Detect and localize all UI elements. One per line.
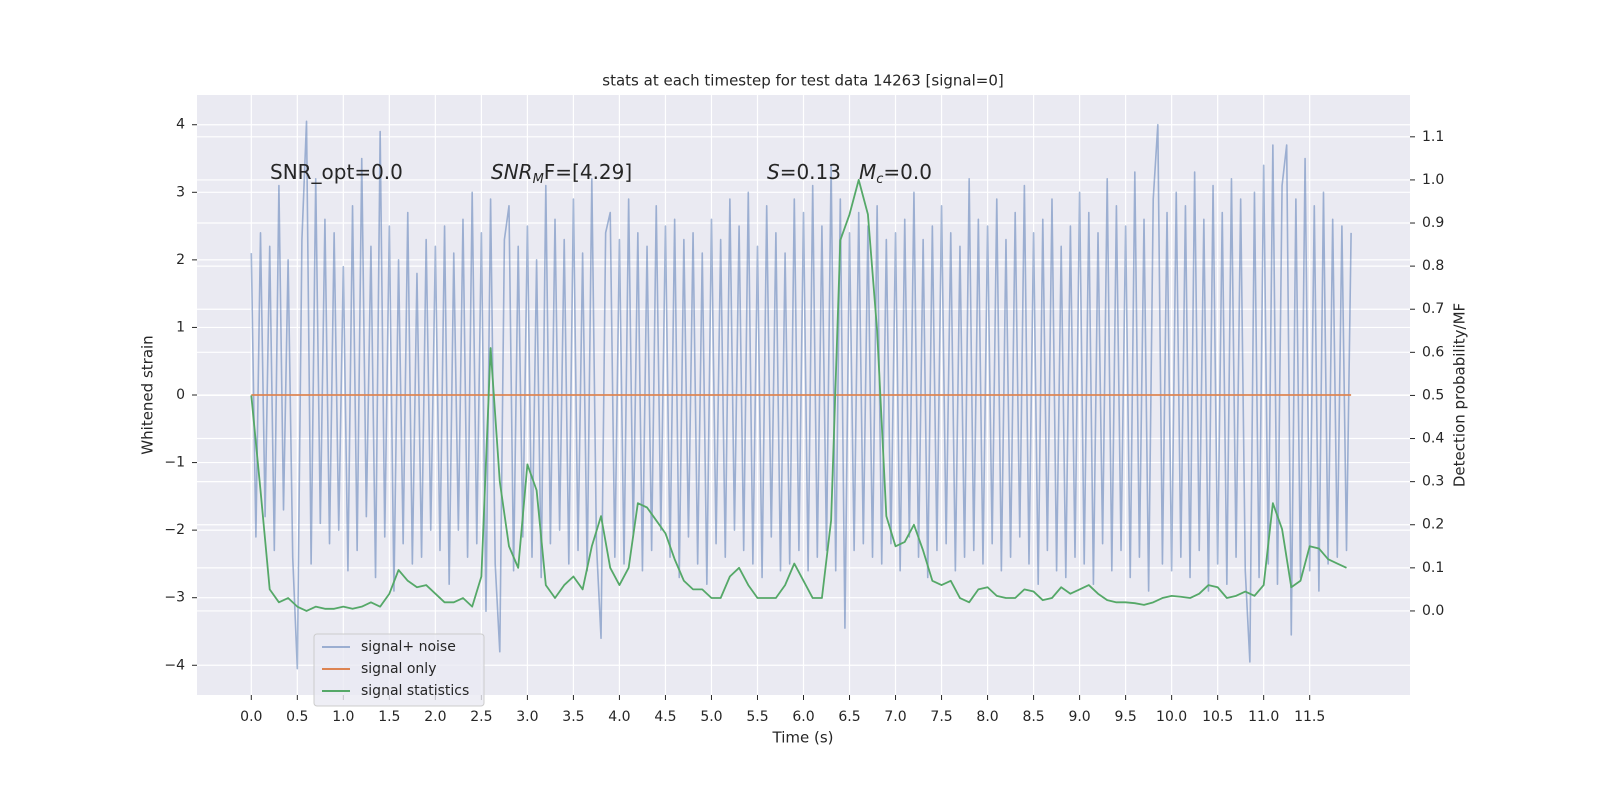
y-tick-label: 4 (176, 117, 185, 133)
y-tick-label: −3 (164, 590, 185, 606)
annotation-part: F=[4.29] (544, 160, 632, 184)
x-tick-label: 1.5 (378, 709, 400, 725)
y2-tick-label: 1.1 (1422, 129, 1444, 145)
x-tick-label: 6.0 (792, 709, 814, 725)
annotation: SNRMF=[4.29] (491, 160, 632, 187)
y2-tick-label: 0.6 (1422, 344, 1444, 360)
series-line (250, 179, 1347, 612)
annotation-part: SNR (491, 160, 533, 184)
annotation-part: c (876, 172, 883, 187)
legend-box (313, 633, 485, 707)
y-tick-label: −2 (164, 522, 185, 538)
x-tick-label: 3.0 (516, 709, 538, 725)
y2-tick-label: 0.3 (1422, 474, 1444, 490)
y-tick-label: 3 (176, 184, 185, 200)
annotation-part: =0.0 (883, 160, 932, 184)
y-tick-label: −4 (164, 657, 185, 673)
x-tick-label: 7.0 (884, 709, 906, 725)
y2-tick-label: 0.5 (1422, 387, 1444, 403)
x-tick-label: 0.0 (240, 709, 262, 725)
y2-axis-label: Detection probability/MF (1451, 303, 1469, 487)
y2-tick-label: 0.8 (1422, 258, 1444, 274)
y2-tick-label: 0.9 (1422, 215, 1444, 231)
x-tick-label: 4.5 (654, 709, 676, 725)
y-tick-label: −1 (164, 455, 185, 471)
x-tick-label: 9.0 (1068, 709, 1090, 725)
y2-tick-label: 0.1 (1422, 560, 1444, 576)
x-tick-label: 11.5 (1294, 709, 1325, 725)
annotation-part: M (533, 172, 544, 187)
x-tick-label: 9.5 (1114, 709, 1136, 725)
x-tick-label: 8.5 (1022, 709, 1044, 725)
x-tick-label: 1.0 (332, 709, 354, 725)
x-tick-label: 7.5 (930, 709, 952, 725)
legend-label: signal statistics (361, 683, 469, 699)
x-tick-label: 5.0 (700, 709, 722, 725)
annotation-part: =0.13 (780, 160, 841, 184)
y-tick-label: 2 (176, 252, 185, 268)
x-tick-label: 2.5 (470, 709, 492, 725)
x-tick-label: 4.0 (608, 709, 630, 725)
series-line (250, 120, 1352, 670)
annotation-part: S (767, 160, 780, 184)
x-tick-label: 6.5 (838, 709, 860, 725)
y2-tick-label: 0.7 (1422, 301, 1444, 317)
y2-tick-label: 0.4 (1422, 431, 1444, 447)
annotation-part: SNR_opt=0.0 (270, 160, 403, 184)
lines (250, 120, 1352, 670)
x-tick-label: 0.5 (286, 709, 308, 725)
chart-title: stats at each timestep for test data 142… (602, 72, 1003, 90)
annotation: Mc=0.0 (859, 160, 932, 187)
x-tick-label: 2.0 (424, 709, 446, 725)
x-tick-label: 11.0 (1248, 709, 1279, 725)
annotation-part: M (859, 160, 876, 184)
legend-label: signal+ noise (361, 639, 456, 655)
x-tick-label: 8.0 (976, 709, 998, 725)
x-tick-label: 5.5 (746, 709, 768, 725)
annotation: SNR_opt=0.0 (270, 160, 403, 184)
legend-label: signal only (361, 661, 436, 677)
x-tick-label: 10.0 (1156, 709, 1187, 725)
y2-tick-label: 0.2 (1422, 517, 1444, 533)
x-tick-label: 10.5 (1202, 709, 1233, 725)
y-tick-label: 1 (176, 319, 185, 335)
y-axis-label: Whitened strain (139, 335, 157, 454)
y-tick-label: 0 (176, 387, 185, 403)
annotation: S=0.13 (767, 160, 841, 184)
y2-tick-label: 0.0 (1422, 603, 1444, 619)
y2-tick-label: 1.0 (1422, 172, 1444, 188)
x-tick-label: 3.5 (562, 709, 584, 725)
x-axis-label: Time (s) (772, 729, 834, 747)
